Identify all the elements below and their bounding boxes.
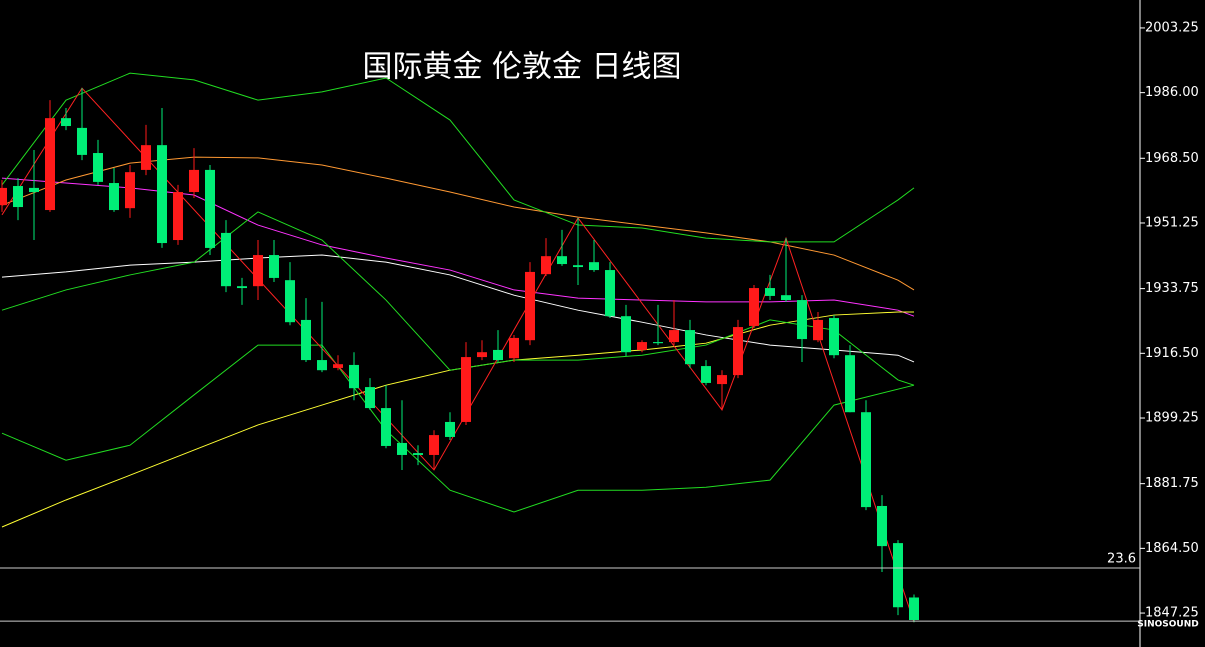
candle-body: [749, 288, 759, 326]
candle-body: [813, 319, 823, 341]
candle-body: [13, 186, 23, 208]
candle-body: [461, 357, 471, 422]
candle-body: [525, 271, 535, 341]
candle-body: [237, 286, 247, 289]
overlay-line: [1, 72, 915, 243]
candle-body: [157, 145, 167, 244]
candle-body: [541, 256, 551, 275]
candle-body: [317, 360, 327, 371]
candle-body: [509, 337, 519, 359]
candle-body: [189, 169, 199, 193]
candle-body: [141, 145, 151, 170]
candle-body: [109, 183, 119, 211]
candle-body: [685, 330, 695, 365]
candle-body: [909, 597, 919, 620]
candle-body: [301, 319, 311, 361]
candle-body: [269, 255, 279, 278]
candle-body: [253, 255, 263, 287]
candle-body: [221, 232, 231, 287]
candle-body: [365, 387, 375, 409]
candle-body: [397, 442, 407, 455]
candle-body: [797, 300, 807, 340]
candle-body: [845, 355, 855, 413]
candle-body: [573, 265, 583, 268]
candle-body: [349, 364, 359, 389]
candle-body: [333, 364, 343, 368]
candle-body: [621, 316, 631, 353]
plot-area: [0, 72, 919, 623]
candle-body: [445, 421, 455, 437]
y-tick-label: 1899.25: [1145, 411, 1199, 426]
level-label: 23.6: [1107, 552, 1136, 567]
candle-body: [29, 187, 39, 193]
candle-body: [669, 330, 679, 343]
y-tick-label: 1916.50: [1145, 346, 1199, 361]
candle-body: [477, 352, 487, 358]
candle-body: [285, 280, 295, 323]
candle-body: [0, 187, 7, 206]
candle-body: [45, 118, 55, 211]
candle-body: [493, 349, 503, 361]
candle-body: [77, 127, 87, 155]
candle-body: [173, 192, 183, 241]
candle-body: [93, 153, 103, 182]
candle-body: [637, 342, 647, 350]
y-tick-label: 1951.25: [1145, 215, 1199, 230]
overlay-line: [1, 344, 915, 513]
candle-body: [877, 505, 887, 547]
y-tick-label: 2003.25: [1145, 20, 1199, 35]
y-tick-label: 1864.50: [1145, 541, 1199, 556]
candle-body: [381, 408, 391, 446]
candle-body: [701, 366, 711, 383]
candle-body: [589, 262, 599, 271]
y-tick-label: 1881.75: [1145, 476, 1199, 491]
candle-body: [893, 543, 903, 608]
candle-body: [717, 375, 727, 385]
y-tick-label: 1986.00: [1145, 85, 1199, 100]
y-tick-label: 1933.75: [1145, 281, 1199, 296]
candle-body: [829, 318, 839, 356]
candle-body: [781, 295, 791, 301]
candle-body: [125, 172, 135, 209]
candle-body: [413, 453, 423, 455]
candle-body: [205, 169, 215, 248]
candle-body: [429, 435, 439, 455]
candle-body: [765, 288, 775, 296]
candle-body: [653, 342, 663, 344]
watermark: SINOSOUND: [1137, 620, 1198, 630]
candle-body: [61, 118, 71, 127]
y-tick-label: 1968.50: [1145, 151, 1199, 166]
candle-body: [733, 327, 743, 376]
candle-body: [605, 270, 615, 317]
y-tick-label: 1847.25: [1145, 606, 1199, 621]
chart-title: 国际黄金 伦敦金 日线图: [362, 50, 681, 85]
candle-body: [557, 256, 567, 265]
candle-body: [861, 412, 871, 508]
